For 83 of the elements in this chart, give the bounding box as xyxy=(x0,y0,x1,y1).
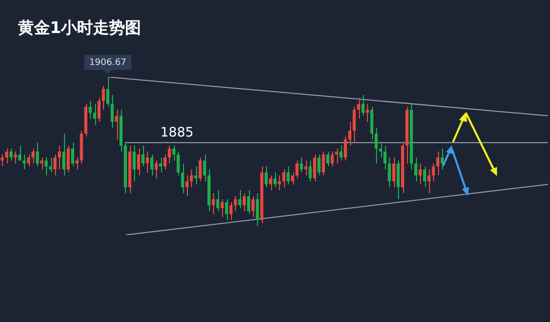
candlestick xyxy=(18,145,22,161)
candlestick xyxy=(436,151,440,176)
candlestick xyxy=(198,156,202,182)
candlestick xyxy=(132,145,136,182)
candlestick xyxy=(150,154,154,176)
candlestick xyxy=(330,151,334,167)
candlestick xyxy=(22,154,26,170)
candlestick xyxy=(102,85,105,110)
candlestick xyxy=(62,133,66,176)
candlestick xyxy=(159,156,162,173)
candlestick xyxy=(251,196,255,218)
candlestick xyxy=(44,156,48,176)
candlestick xyxy=(366,103,369,122)
candlestick xyxy=(194,166,198,185)
candlestick xyxy=(432,162,435,182)
candlestick xyxy=(304,160,308,176)
candlestick xyxy=(168,145,171,164)
candlestick xyxy=(282,168,286,188)
candlestick xyxy=(317,154,321,176)
candlestick xyxy=(115,109,118,140)
candlestick xyxy=(322,151,325,176)
candlestick xyxy=(53,154,57,176)
candlestick xyxy=(163,154,167,170)
annotation: 1885 xyxy=(160,125,194,140)
candlestick xyxy=(185,174,189,197)
candlestick xyxy=(181,162,184,194)
candlestick xyxy=(339,145,343,161)
candlestick xyxy=(9,148,13,161)
candlestick xyxy=(278,174,281,191)
annotation: 1906.67 xyxy=(89,58,126,68)
candlestick xyxy=(71,142,74,167)
candlestick xyxy=(216,190,220,212)
candlestick xyxy=(190,168,193,188)
candlestick xyxy=(308,160,312,182)
candlestick xyxy=(234,196,237,212)
candlestick xyxy=(392,156,396,188)
candlestick xyxy=(286,166,290,185)
candlestick xyxy=(58,145,61,170)
candlestick xyxy=(418,162,422,185)
candlestick xyxy=(326,151,330,167)
candlestick xyxy=(273,172,277,188)
candlestick xyxy=(242,192,246,212)
candlestick xyxy=(154,160,158,179)
candlestick xyxy=(440,148,444,170)
candlestick xyxy=(344,136,347,161)
candlestick xyxy=(75,156,79,170)
candlestick xyxy=(40,156,44,170)
candlestick xyxy=(264,166,268,188)
candlestick xyxy=(137,148,140,176)
candlestick xyxy=(5,148,8,164)
chart-title: 黄金1小时走势图 xyxy=(18,18,142,39)
candlestick xyxy=(49,156,52,173)
candlestick xyxy=(300,156,303,173)
candlestick xyxy=(93,103,96,126)
candlestick xyxy=(414,156,418,182)
candlestick xyxy=(256,192,259,227)
candlestick xyxy=(423,166,426,188)
candlestick xyxy=(0,154,4,167)
candlestick xyxy=(14,151,17,164)
candlestick xyxy=(27,154,30,167)
candlestick xyxy=(225,198,228,221)
candlestick xyxy=(352,106,356,144)
candlestick xyxy=(396,160,400,200)
candlestick xyxy=(220,198,224,218)
candlestick xyxy=(427,168,431,194)
candlestick xyxy=(66,145,70,173)
candlestick xyxy=(146,151,149,173)
candlestick xyxy=(357,97,360,120)
candlestick xyxy=(31,148,35,164)
candlestick xyxy=(388,156,391,188)
candlestick xyxy=(141,145,145,167)
candlestick xyxy=(238,190,242,209)
candlestick xyxy=(383,145,387,170)
candlestick xyxy=(269,174,272,191)
candlestick xyxy=(212,192,215,215)
candlestick xyxy=(36,142,39,167)
candlestick xyxy=(229,202,233,221)
candlestick xyxy=(335,148,338,164)
candlestick xyxy=(88,100,92,120)
candlestick xyxy=(313,154,316,182)
candlestick xyxy=(97,97,101,122)
candlestick xyxy=(247,190,250,215)
candlestick xyxy=(361,94,365,116)
